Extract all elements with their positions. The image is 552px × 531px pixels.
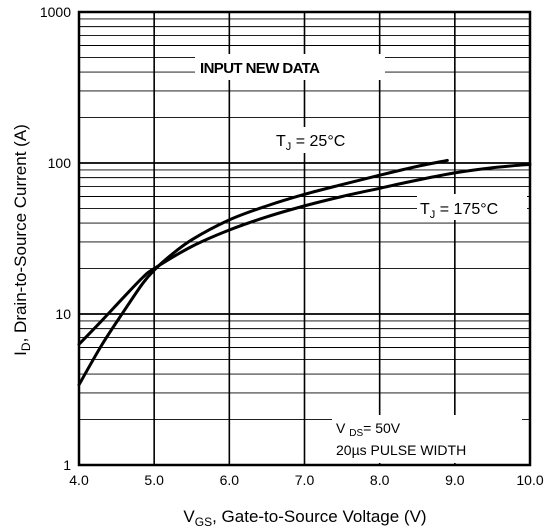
input-new-data-annotation: INPUT NEW DATA bbox=[200, 60, 320, 77]
series-25-label-rest: = 25°C bbox=[291, 133, 345, 150]
y-tick-label: 100 bbox=[48, 155, 72, 171]
y-tick-labels: 1 10 100 1000 bbox=[40, 4, 71, 473]
y-tick-label: 1 bbox=[63, 457, 71, 473]
plot-frame bbox=[77, 10, 532, 467]
vds-main: V bbox=[336, 420, 349, 436]
input-data-background bbox=[195, 54, 385, 80]
x-axis-label-main: V bbox=[183, 507, 195, 526]
series-25-label-background bbox=[270, 127, 370, 153]
x-tick-labels: 4.0 5.0 6.0 7.0 8.0 9.0 10.0 bbox=[69, 472, 544, 488]
x-tick-label: 8.0 bbox=[370, 472, 390, 488]
series-175c-line bbox=[77, 162, 532, 346]
series-175-label: TJ = 175°C bbox=[420, 201, 498, 221]
test-conditions-background bbox=[332, 415, 522, 463]
series-175-label-sub: J bbox=[430, 209, 436, 221]
x-axis-label: VGS, Gate-to-Source Voltage (V) bbox=[183, 507, 426, 529]
series-175-label-background bbox=[417, 194, 527, 220]
series-25-label-main: T bbox=[276, 133, 286, 150]
series-175-label-rest: = 175°C bbox=[435, 201, 498, 218]
series-25c-line bbox=[77, 158, 449, 387]
pulse-width-annotation: 20µs PULSE WIDTH bbox=[336, 442, 466, 458]
series-layer bbox=[77, 158, 532, 387]
series-175-label-main: T bbox=[420, 201, 430, 218]
series-25-label: TJ = 25°C bbox=[276, 133, 345, 153]
series-25-label-sub: J bbox=[286, 141, 292, 153]
grid-layer bbox=[79, 12, 530, 465]
vds-sub: DS bbox=[349, 428, 363, 439]
x-tick-label: 10.0 bbox=[516, 472, 543, 488]
y-axis-label: ID, Drain-to-Source Current (A) bbox=[11, 124, 33, 356]
y-axis-label-sub: D bbox=[19, 342, 33, 351]
x-axis-label-sub: GS bbox=[195, 515, 212, 529]
x-tick-label: 9.0 bbox=[445, 472, 465, 488]
x-tick-label: 7.0 bbox=[295, 472, 315, 488]
x-tick-label: 4.0 bbox=[69, 472, 89, 488]
x-axis-label-rest: , Gate-to-Source Voltage (V) bbox=[212, 507, 427, 526]
y-tick-label: 1000 bbox=[40, 4, 71, 20]
x-tick-label: 5.0 bbox=[144, 472, 164, 488]
vds-rest: = 50V bbox=[363, 420, 401, 436]
y-axis-label-main: I bbox=[11, 351, 30, 356]
y-tick-label: 10 bbox=[55, 306, 71, 322]
y-axis-label-rest: , Drain-to-Source Current (A) bbox=[11, 124, 30, 342]
x-tick-label: 6.0 bbox=[220, 472, 240, 488]
vds-annotation: V DS= 50V bbox=[336, 420, 401, 439]
